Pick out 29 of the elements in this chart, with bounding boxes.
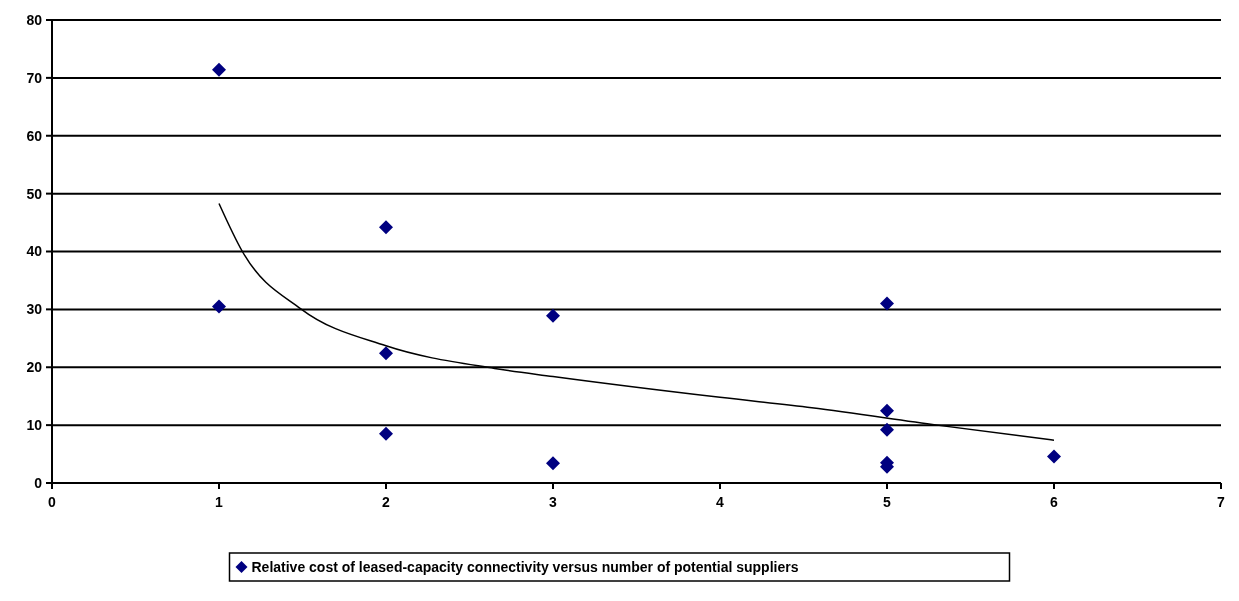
y-tick-label: 30 [26, 301, 43, 318]
point [379, 426, 393, 441]
y-tick-label: 80 [26, 11, 43, 28]
y-tick-label: 0 [34, 474, 43, 491]
point [1047, 449, 1061, 464]
x-tick-label: 5 [883, 494, 892, 510]
point [212, 299, 226, 314]
x-tick-label: 0 [48, 494, 57, 510]
point [546, 456, 560, 471]
x-tick-label: 7 [1217, 494, 1226, 510]
x-tick-label: 2 [382, 494, 391, 510]
y-tick-label: 40 [26, 243, 43, 260]
x-tick-label: 3 [549, 494, 558, 510]
y-tick-label: 60 [26, 127, 43, 144]
y-tick-label: 50 [26, 185, 43, 202]
point [379, 220, 393, 235]
point [880, 422, 894, 437]
y-tick-label: 10 [26, 417, 43, 434]
point [880, 403, 894, 418]
y-tick-label: 70 [26, 69, 43, 86]
point [379, 346, 393, 361]
x-tick-label: 1 [215, 494, 224, 510]
point [546, 308, 560, 323]
x-tick-label: 4 [716, 494, 725, 510]
x-tick-label: 6 [1050, 494, 1059, 510]
legend-label: Relative cost of leased-capacity connectivity versus number of potential suppliers [251, 558, 799, 575]
point [880, 296, 894, 311]
y-tick-label: 20 [26, 359, 43, 376]
point [212, 62, 226, 77]
